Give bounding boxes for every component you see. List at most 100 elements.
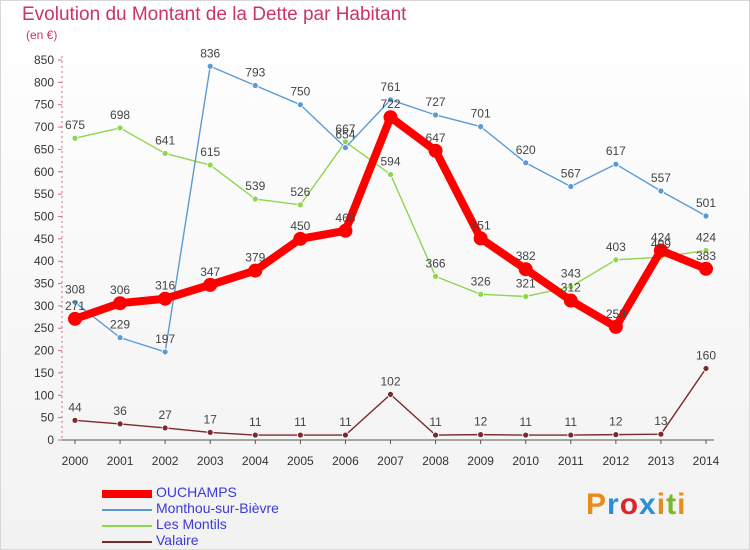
data-point-monthou (116, 334, 124, 342)
legend-label-valaire: Valaire (156, 532, 199, 548)
y-tick-label: 150 (34, 366, 54, 380)
data-label-ouchamps: 424 (651, 230, 671, 244)
data-point-montils (206, 161, 214, 169)
data-point-montils (522, 293, 530, 300)
data-point-ouchamps (699, 261, 713, 276)
data-point-ouchamps (158, 291, 173, 306)
data-label-valaire: 12 (609, 415, 623, 429)
y-tick-label: 250 (34, 321, 54, 335)
y-tick-label: 100 (34, 388, 54, 402)
x-tick-label: 2009 (467, 454, 494, 468)
data-point-ouchamps (203, 277, 218, 292)
y-tick-label: 0 (47, 433, 54, 447)
data-point-valaire (71, 416, 79, 424)
data-label-ouchamps: 306 (110, 283, 130, 297)
chart-title: Evolution du Montant de la Dette par Hab… (22, 4, 407, 25)
data-label-montils: 526 (290, 185, 310, 199)
data-label-ouchamps: 382 (516, 249, 536, 263)
data-point-monthou (296, 101, 304, 109)
data-point-montils (702, 247, 710, 254)
logo-letter: i (656, 488, 667, 521)
data-point-montils (71, 134, 79, 142)
data-label-ouchamps: 312 (561, 281, 581, 295)
y-tick-label: 700 (34, 120, 54, 134)
data-label-ouchamps: 379 (245, 251, 265, 265)
y-tick-label: 400 (34, 254, 54, 268)
data-label-ouchamps: 253 (606, 307, 626, 321)
data-label-monthou: 750 (290, 85, 310, 99)
data-point-valaire (612, 431, 620, 439)
data-label-valaire: 27 (158, 408, 172, 422)
data-point-monthou (161, 348, 169, 356)
data-point-montils (251, 195, 259, 203)
data-label-monthou: 557 (651, 171, 671, 185)
data-label-monthou: 701 (471, 107, 491, 121)
data-label-montils: 667 (335, 122, 355, 136)
data-label-montils: 326 (471, 274, 491, 288)
data-point-montils (567, 283, 575, 291)
data-label-monthou: 836 (200, 46, 220, 60)
data-point-monthou (567, 183, 575, 190)
x-tick-label: 2000 (62, 454, 89, 468)
data-point-montils (387, 171, 394, 178)
data-label-montils: 403 (606, 240, 626, 254)
data-label-valaire: 11 (249, 415, 262, 429)
y-tick-label: 750 (34, 98, 54, 112)
data-label-monthou: 567 (561, 167, 581, 181)
data-label-montils: 343 (561, 267, 581, 281)
legend-swatch-valaire (102, 541, 152, 543)
data-point-valaire (387, 390, 394, 398)
data-point-valaire (432, 431, 439, 439)
data-point-valaire (116, 420, 124, 428)
y-tick-label: 500 (34, 209, 54, 223)
data-point-ouchamps (563, 293, 578, 308)
data-label-ouchamps: 722 (380, 97, 400, 111)
data-point-montils (296, 201, 304, 209)
x-tick-label: 2010 (512, 454, 539, 468)
data-point-ouchamps (608, 319, 623, 334)
data-point-montils (612, 256, 620, 264)
data-label-valaire: 11 (294, 415, 307, 429)
data-label-valaire: 11 (429, 415, 442, 429)
data-point-valaire (296, 431, 304, 439)
data-label-ouchamps: 450 (290, 219, 310, 233)
y-tick-label: 200 (34, 344, 54, 358)
data-point-ouchamps (383, 110, 398, 125)
data-label-montils: 675 (65, 118, 85, 132)
data-label-ouchamps: 347 (200, 265, 220, 279)
data-label-monthou: 197 (155, 332, 175, 346)
x-tick-label: 2003 (197, 454, 224, 468)
data-point-monthou (206, 62, 214, 70)
data-label-monthou: 761 (380, 80, 400, 94)
x-tick-label: 2012 (603, 454, 630, 468)
data-label-ouchamps: 468 (335, 211, 355, 225)
x-tick-label: 2011 (558, 454, 584, 468)
y-tick-label: 850 (34, 53, 54, 67)
logo-letter: t (666, 488, 678, 521)
data-point-valaire (161, 424, 169, 432)
x-tick-label: 2007 (377, 454, 404, 468)
data-label-monthou: 793 (245, 65, 265, 79)
legend-label-ouchamps: OUCHAMPS (156, 484, 237, 500)
data-label-ouchamps: 647 (426, 131, 446, 145)
chart-unit: (en €) (26, 28, 58, 42)
x-tick-label: 2001 (107, 454, 134, 468)
legend-swatch-ouchamps (102, 490, 152, 498)
data-label-valaire: 12 (474, 415, 488, 429)
data-label-monthou: 229 (110, 318, 130, 332)
data-point-ouchamps (113, 296, 128, 311)
data-point-monthou (477, 123, 485, 131)
data-label-monthou: 654 (335, 128, 355, 142)
data-label-valaire: 44 (68, 400, 82, 414)
data-point-valaire (342, 431, 349, 439)
x-tick-label: 2002 (152, 454, 179, 468)
legend-label-montils: Les Montils (156, 516, 227, 532)
data-point-ouchamps (653, 243, 668, 258)
data-point-ouchamps (248, 263, 263, 278)
data-label-ouchamps: 383 (696, 249, 716, 263)
x-tick-label: 2006 (332, 454, 359, 468)
logo-letter: x (639, 488, 657, 521)
y-tick-label: 550 (34, 187, 54, 201)
x-tick-label: 2005 (287, 454, 314, 468)
